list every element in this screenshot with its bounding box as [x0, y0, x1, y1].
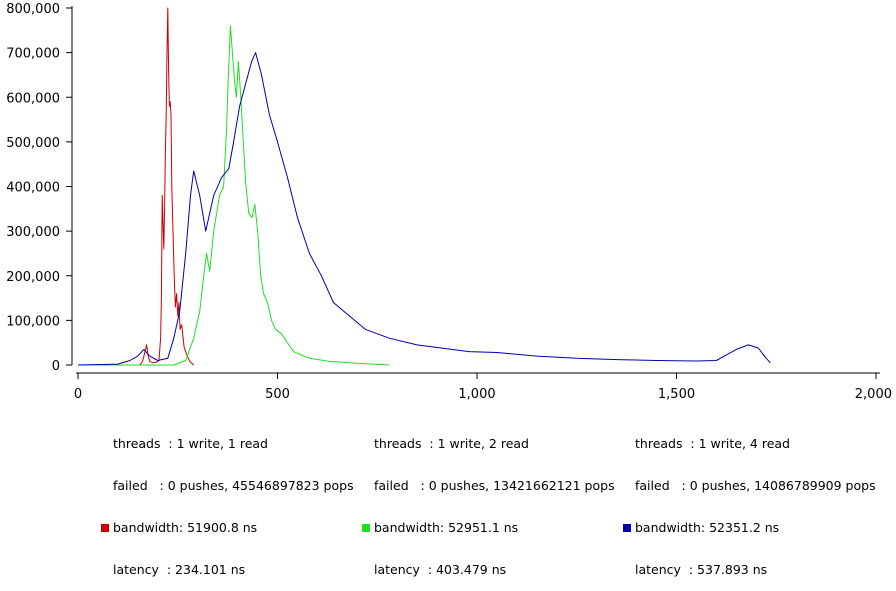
legend-series-2: threads : 1 write, 2 read failed : 0 pus… [362, 409, 615, 591]
y-tick-label: 200,000 [6, 270, 60, 285]
series-line-1 [139, 7, 195, 366]
x-tick-label: 2,000 [855, 387, 892, 402]
y-tick-label: 700,000 [6, 47, 60, 62]
y-tick-label: 600,000 [6, 91, 60, 106]
y-tick-label: 800,000 [6, 2, 60, 17]
legend-series-3: threads : 1 write, 4 read failed : 0 pus… [623, 409, 876, 591]
legend-1-bandwidth: bandwidth: 51900.8 ns [113, 520, 258, 535]
x-tick-label: 500 [265, 387, 290, 402]
legend-1-latency: latency : 234.101 ns [113, 562, 246, 577]
x-tick-label: 1,500 [658, 387, 695, 402]
legend-2-threads: threads : 1 write, 2 read [374, 436, 529, 451]
latency-histogram-chart: 0 100,000 200,000 300,000 400,000 500,000 600,… [6, 2, 892, 402]
y-tick-label: 100,000 [6, 314, 60, 329]
legend-1-threads: threads : 1 write, 1 read [113, 436, 268, 451]
legend-2-latency: latency : 403.479 ns [374, 562, 507, 577]
chart-series [77, 7, 771, 366]
x-tick-label: 0 [74, 387, 82, 402]
legend-3-latency: latency : 537.893 ns [635, 562, 768, 577]
y-tick-label: 0 [52, 359, 60, 374]
legend-3-swatch [623, 524, 631, 532]
legend-2-swatch [362, 524, 370, 532]
series-line-2 [78, 25, 390, 366]
legend-3-bandwidth: bandwidth: 52351.2 ns [635, 520, 780, 535]
x-tick-label: 1,000 [458, 387, 495, 402]
y-tick-label: 300,000 [6, 225, 60, 240]
y-tick-label: 500,000 [6, 136, 60, 151]
legend-2-bandwidth: bandwidth: 52951.1 ns [374, 520, 519, 535]
y-tick-label: 400,000 [6, 181, 60, 196]
chart-axes: 0 100,000 200,000 300,000 400,000 500,000 600,… [6, 2, 892, 402]
legend-series-1: threads : 1 write, 1 read failed : 0 pus… [101, 409, 354, 591]
series-line-3 [77, 52, 771, 366]
legend-1-swatch [101, 524, 109, 532]
legend-3-threads: threads : 1 write, 4 read [635, 436, 790, 451]
